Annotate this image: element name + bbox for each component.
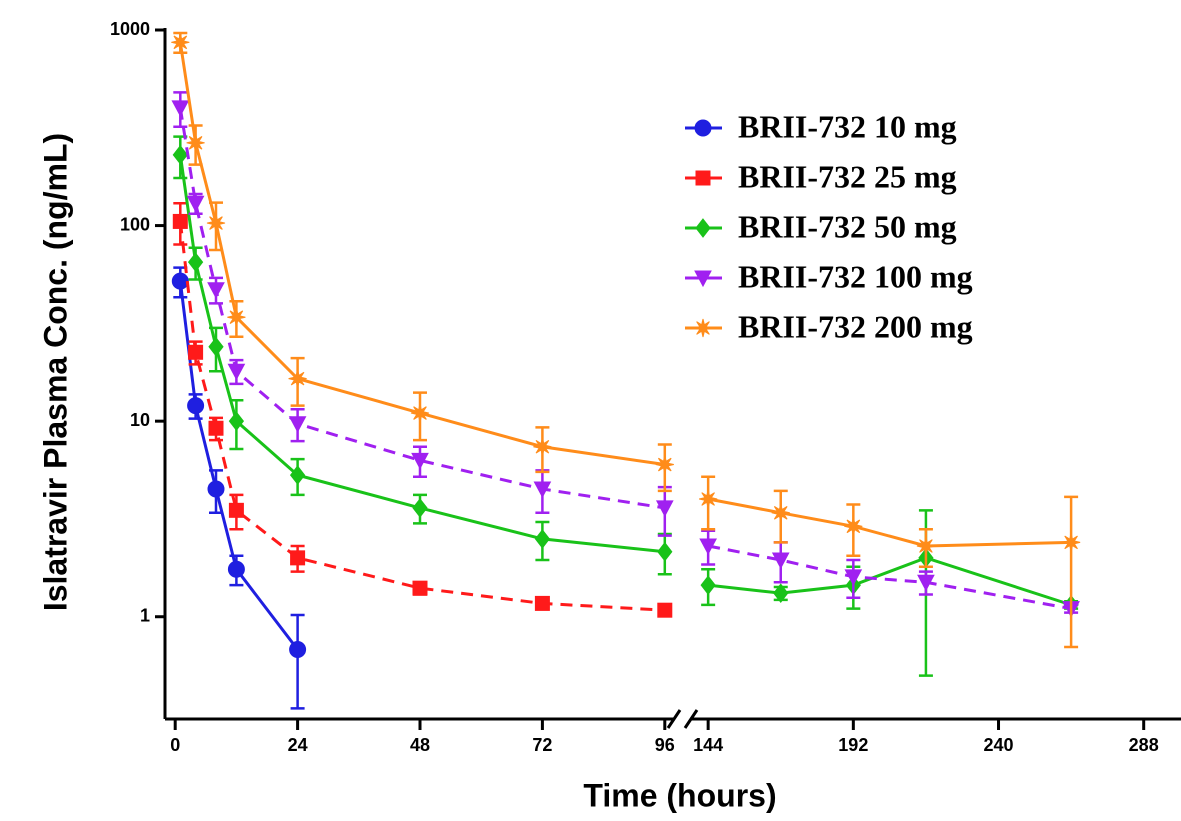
marker <box>208 336 224 357</box>
series-line <box>178 42 666 467</box>
y-axis-title: Islatravir Plasma Conc. (ng/mL) <box>37 133 73 611</box>
marker <box>700 575 716 595</box>
x-tick-label: 24 <box>288 735 308 755</box>
y-tick-label: 1 <box>140 605 150 625</box>
series-line <box>707 544 1072 611</box>
x-tick-label: 72 <box>532 735 552 755</box>
marker <box>657 541 673 562</box>
marker <box>657 602 673 618</box>
marker <box>207 480 225 498</box>
marker <box>412 498 428 518</box>
marker <box>534 529 551 549</box>
marker <box>208 420 224 436</box>
x-tick-label: 0 <box>170 735 180 755</box>
x-axis-title: Time (hours) <box>583 777 776 813</box>
legend-label: BRII-732 50 mg <box>738 208 957 244</box>
legend-marker <box>693 318 713 338</box>
marker <box>917 574 935 592</box>
marker <box>771 503 790 522</box>
x-tick-label: 96 <box>655 735 675 755</box>
series-line <box>707 556 1072 607</box>
legend-label: BRII-732 10 mg <box>738 108 957 144</box>
marker <box>289 465 306 485</box>
axis-break <box>666 709 682 729</box>
legend-label: BRII-732 200 mg <box>738 308 973 344</box>
marker <box>533 437 552 456</box>
marker <box>228 411 245 431</box>
x-tick-label: 240 <box>983 735 1013 755</box>
legend-marker <box>695 218 711 238</box>
error-bar <box>1064 495 1079 649</box>
marker <box>773 583 789 603</box>
marker <box>186 195 205 213</box>
series-line <box>178 107 666 510</box>
marker <box>533 481 552 499</box>
axis-break <box>683 709 699 729</box>
series-line <box>707 497 1072 548</box>
legend-label: BRII-732 100 mg <box>738 258 973 294</box>
marker <box>534 595 550 611</box>
legend-label: BRII-732 25 mg <box>738 158 957 194</box>
marker <box>227 363 246 381</box>
x-tick-label: 144 <box>693 735 723 755</box>
marker <box>844 517 863 536</box>
marker <box>172 145 188 165</box>
marker <box>288 416 307 433</box>
marker <box>1061 533 1081 552</box>
legend-marker <box>695 170 711 186</box>
marker <box>916 536 936 556</box>
error-bar <box>290 613 305 710</box>
marker <box>655 455 674 474</box>
marker <box>288 369 307 388</box>
marker <box>206 213 226 233</box>
marker <box>228 502 244 518</box>
marker <box>410 403 430 423</box>
legend-marker <box>694 270 712 288</box>
marker <box>227 308 246 327</box>
marker <box>411 452 429 470</box>
x-tick-label: 192 <box>838 735 868 755</box>
marker <box>188 344 204 360</box>
marker <box>290 550 306 566</box>
marker <box>172 213 188 229</box>
marker <box>699 538 717 556</box>
marker <box>171 272 189 290</box>
marker <box>171 100 190 117</box>
marker <box>187 397 205 415</box>
y-tick-label: 1000 <box>110 19 150 39</box>
y-tick-label: 100 <box>120 214 150 234</box>
marker <box>227 560 245 578</box>
marker <box>699 489 718 509</box>
series-line <box>178 154 665 554</box>
marker <box>655 500 674 517</box>
marker <box>289 640 307 658</box>
marker <box>771 552 790 570</box>
legend-marker <box>694 119 712 137</box>
marker <box>844 569 863 586</box>
marker <box>412 580 428 596</box>
y-tick-label: 10 <box>130 410 150 430</box>
marker <box>187 252 204 272</box>
marker <box>171 33 190 52</box>
x-tick-label: 288 <box>1129 735 1159 755</box>
marker <box>186 133 205 152</box>
marker <box>207 282 225 299</box>
x-tick-label: 48 <box>410 735 430 755</box>
